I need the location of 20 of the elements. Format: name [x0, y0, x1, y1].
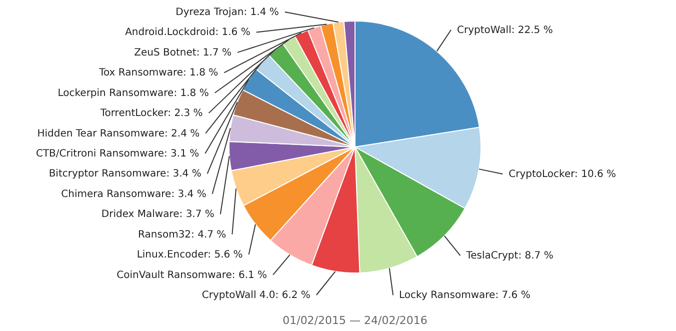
slice-label: Hidden Tear Ransomware: 2.4 %: [37, 128, 200, 140]
slice-label: Ransom32: 4.7 %: [138, 229, 226, 240]
slice-label: CryptoWall 4.0: 6.2 %: [202, 290, 310, 301]
slice-label: Dridex Malware: 3.7 %: [101, 209, 214, 220]
slice-label: Linux.Encoder: 5.6 %: [136, 250, 243, 261]
slice-label: TeslaCrypt: 8.7 %: [465, 250, 554, 262]
text: 01/02/2015 — 24/02/2016: [282, 314, 428, 327]
slice-label: ZeuS Botnet: 1.7 %: [134, 47, 232, 58]
slice-label: CoinVault Ransomware: 6.1 %: [116, 270, 268, 281]
slice-label: Android.Lockdroid: 1.6 %: [125, 27, 250, 38]
slice-label: Chimera Ransomware: 3.4 %: [61, 188, 206, 200]
slice-label: CryptoWall: 22.5 %: [457, 24, 553, 36]
slice-label: Dyreza Trojan: 1.4 %: [176, 7, 279, 18]
slice-label: Lockerpin Ransomware: 1.8 %: [58, 88, 209, 99]
slice-label: Bitcryptor Ransomware: 3.4 %: [48, 168, 202, 180]
slice-label: CTB/Critroni Ransomware: 3.1 %: [36, 148, 200, 160]
slice-label: CryptoLocker: 10.6 %: [508, 168, 616, 180]
slice-label: Locky Ransomware: 7.6 %: [399, 290, 530, 302]
slice-label: TorrentLocker: 2.3 %: [99, 108, 203, 120]
slice-label: Tox Ransomware: 1.8 %: [98, 68, 218, 79]
